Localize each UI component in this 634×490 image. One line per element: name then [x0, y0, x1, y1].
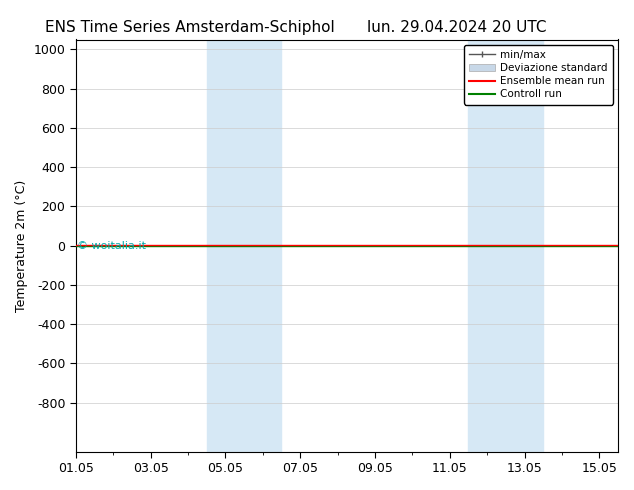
Legend: min/max, Deviazione standard, Ensemble mean run, Controll run: min/max, Deviazione standard, Ensemble m…: [463, 45, 613, 104]
Text: ENS Time Series Amsterdam-Schiphol: ENS Time Series Amsterdam-Schiphol: [45, 20, 335, 35]
Bar: [207, 40, 281, 452]
Text: © woitalia.it: © woitalia.it: [77, 241, 146, 250]
Y-axis label: Temperature 2m (°C): Temperature 2m (°C): [15, 179, 28, 312]
Text: lun. 29.04.2024 20 UTC: lun. 29.04.2024 20 UTC: [366, 20, 547, 35]
Bar: [469, 40, 543, 452]
